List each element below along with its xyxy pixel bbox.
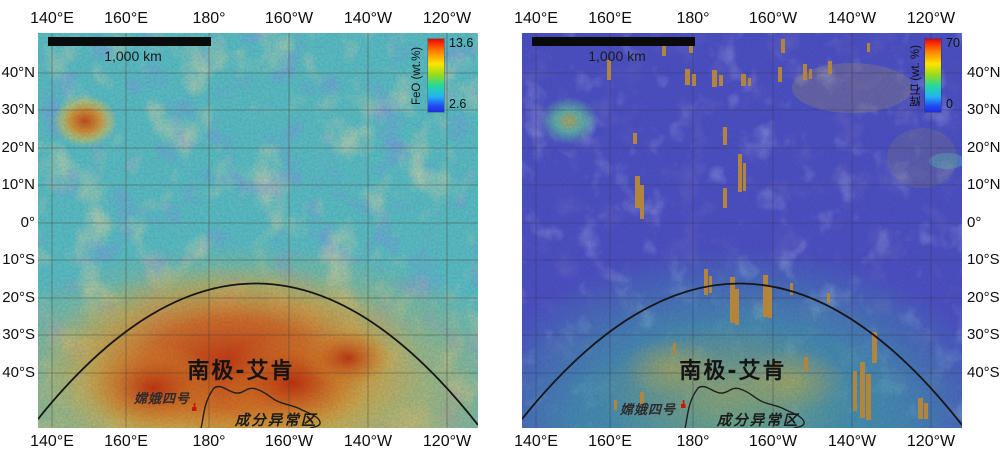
lat-label: 10°S [2, 251, 35, 268]
spa-basin-rim-arc [38, 282, 478, 426]
lon-label: 140°E [514, 10, 558, 27]
feo-map-image [38, 33, 478, 428]
feo-colorbar-title: FeO (wt.%) [411, 46, 423, 106]
lon-label: 120°W [422, 10, 472, 27]
pyroxene-colorbar: 辉石 (wt. %) 70 0 [910, 36, 985, 119]
lon-label: 160°W [748, 10, 798, 27]
lon-label: 140°E [30, 433, 74, 450]
lon-label: 140°E [30, 10, 74, 27]
feo-colorbar-max: 13.6 [449, 36, 474, 50]
lat-label: 20°S [967, 289, 1000, 306]
anomaly-region-label: 成分异常区 [234, 413, 318, 429]
lon-label: 120°W [906, 433, 956, 450]
lat-label: 20°S [2, 289, 35, 306]
lat-label: 30°S [967, 326, 1000, 343]
pyroxene-detection-strips [607, 39, 928, 420]
lat-label: 20°N [967, 139, 1000, 156]
lon-label: 140°W [827, 10, 877, 27]
basin-label: 南极-艾肯 [679, 359, 787, 384]
lat-label: 10°N [967, 176, 1000, 193]
feo-graticule [38, 33, 478, 428]
basin-label: 南极-艾肯 [187, 359, 295, 384]
lon-label: 180° [676, 433, 710, 450]
lat-label: 0° [20, 214, 35, 231]
lat-label: 10°S [967, 251, 1000, 268]
pyroxene-colorbar-gradient [924, 38, 942, 113]
lon-label: 120°W [422, 433, 472, 450]
lat-label: 40°N [1, 64, 35, 81]
feo-colorbar-gradient [427, 38, 445, 113]
feo-colorbar: FeO (wt.%) 13.6 2.6 [411, 36, 488, 119]
lat-label: 40°S [967, 364, 1000, 381]
anomaly-region-outline [200, 385, 321, 428]
lon-label: 160°W [748, 433, 798, 450]
lon-label: 140°W [343, 10, 393, 27]
lon-label: 180° [676, 10, 710, 27]
pyroxene-colorbar-title: 辉石 (wt. %) [910, 45, 922, 107]
feo-colorbar-min: 2.6 [449, 97, 467, 111]
lon-label: 160°W [264, 433, 314, 450]
lon-label: 160°E [104, 10, 148, 27]
lat-label: 30°N [967, 101, 1000, 118]
scale-bar [48, 37, 211, 46]
lat-label: 30°N [1, 101, 35, 118]
feo-surface-grain [38, 33, 478, 428]
lat-label: 10°N [1, 176, 35, 193]
lon-label: 140°E [514, 433, 558, 450]
pyroxene-colorbar-min: 0 [946, 97, 953, 111]
lat-label: 40°S [2, 364, 35, 381]
lat-label: 0° [967, 214, 982, 231]
lat-label: 30°S [2, 326, 35, 343]
panel-feo-map: 1,000 km FeO (wt.%) 13.6 2.6 南极-艾肯 嫦娥四号 … [1, 10, 478, 450]
change4-lander-marker [192, 403, 197, 411]
anomaly-region-outline [684, 385, 805, 428]
lon-label: 160°E [104, 433, 148, 450]
spa-basin-rim-arc [522, 282, 962, 426]
lat-label: 20°N [1, 139, 35, 156]
change4-lander-marker [681, 400, 686, 408]
lon-label: 180° [192, 10, 226, 27]
pyroxene-map-image [522, 33, 962, 428]
lander-label: 嫦娥四号 [619, 403, 677, 418]
lon-label: 120°W [906, 10, 956, 27]
scale-bar-label: 1,000 km [588, 48, 646, 64]
anomaly-region-label: 成分异常区 [716, 413, 800, 429]
scale-bar [532, 37, 695, 46]
lon-label: 160°E [588, 433, 632, 450]
lon-label: 160°W [264, 10, 314, 27]
lon-label: 140°W [827, 433, 877, 450]
lander-label: 嫦娥四号 [133, 392, 191, 407]
lon-label: 140°W [343, 433, 393, 450]
lon-label: 160°E [588, 10, 632, 27]
panel-pyroxene-map: 1,000 km 辉石 (wt. %) 70 0 南极-艾肯 嫦娥四号 成分异常… [514, 10, 1000, 450]
scale-bar-label: 1,000 km [104, 48, 162, 64]
lat-label: 40°N [967, 64, 1000, 81]
pyroxene-colorbar-max: 70 [946, 36, 960, 50]
pyroxene-surface-grain [522, 33, 962, 428]
lon-label: 180° [192, 433, 226, 450]
